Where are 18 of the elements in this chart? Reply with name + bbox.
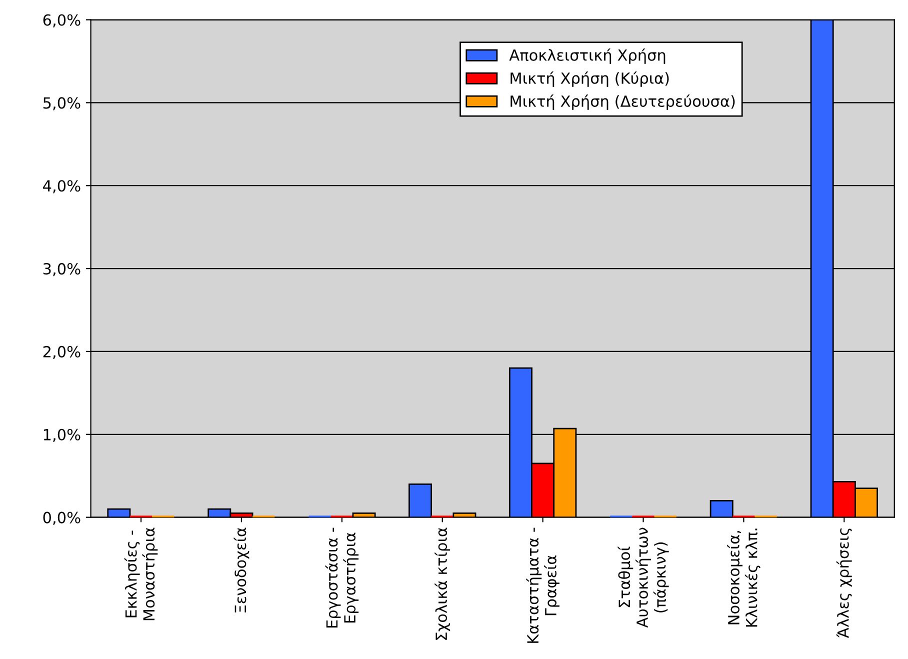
- x-tick-label: Εργοστάσια - Εργαστήρια: [325, 528, 359, 628]
- y-tick-label: 4,0%: [43, 180, 80, 194]
- legend-label: Μικτή Χρήση (Κύρια): [510, 71, 669, 87]
- legend-label: Αποκλειστική Χρήση: [509, 48, 666, 64]
- x-tick-label: Σχολικά κτίρια: [434, 528, 450, 640]
- y-tick-label: 1,0%: [44, 428, 80, 442]
- x-tick-label: Εκκλησίες - Μοναστήρια: [124, 528, 158, 620]
- y-tick-label: 2,0%: [43, 346, 80, 360]
- x-tick-label: Άλλες χρήσεις: [836, 528, 852, 638]
- x-tick-label: Νοσοκομεία, Κλινικές κλπ.: [727, 528, 760, 627]
- x-tick-label: Σταθμοί Αυτοκινήτων (πάρκινγ): [618, 528, 669, 628]
- y-tick-label: 3,0%: [43, 263, 80, 276]
- y-tick-label: 6,0%: [43, 14, 80, 28]
- y-tick-label: 0,0%: [43, 512, 80, 525]
- x-tick-label: Ξενοδοχεία: [234, 528, 250, 612]
- y-tick-label: 5,0%: [43, 97, 80, 110]
- legend-label: Μικτή Χρήση (Δευτερεύουσα): [510, 94, 735, 110]
- x-tick-label: Καταστήματα - Γραφεία: [526, 528, 560, 643]
